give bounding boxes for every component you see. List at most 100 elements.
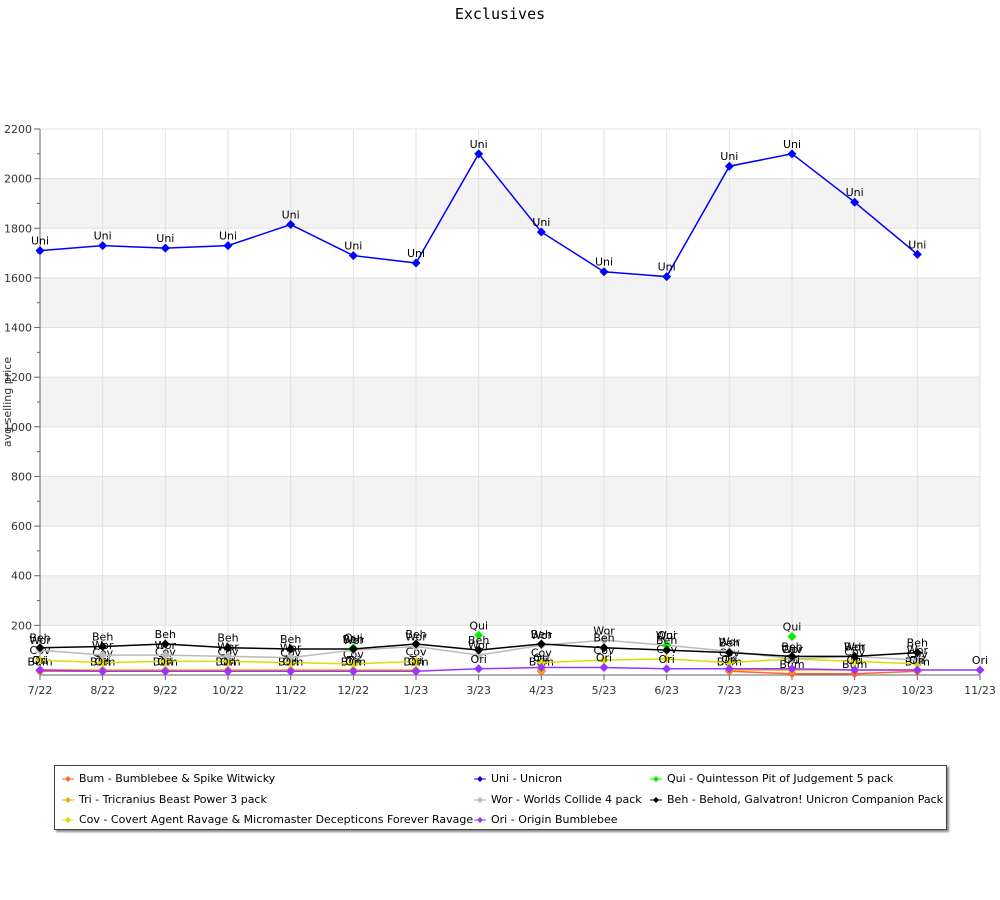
data-label: Wor [719,635,741,648]
data-label: Uni [94,230,112,243]
legend-item-cov[interactable]: Cov - Covert Agent Ravage & Micromaster … [61,812,473,828]
grid-band [40,575,980,626]
data-point [536,663,546,673]
legend-item-bum[interactable]: Bum - Bumblebee & Spike Witwicky [61,771,275,787]
legend-item-qui[interactable]: Qui - Quintesson Pit of Judgement 5 pack [649,771,893,787]
x-tick-label: 6/23 [654,684,679,697]
data-label: Ori [408,655,424,668]
legend-label: Qui - Quintesson Pit of Judgement 5 pack [667,772,894,785]
data-point [724,161,734,171]
data-label: Cov [531,647,552,660]
legend-item-wor[interactable]: Wor - Worlds Collide 4 pack [473,792,642,808]
data-label: Beh [280,633,301,646]
legend-swatch-marker [65,796,71,803]
y-tick-label: 600 [11,520,32,533]
data-point [223,656,233,666]
legend-item-beh[interactable]: Beh - Behold, Galvatron! Unicron Compani… [649,792,943,808]
chart-title: Exclusives [455,5,545,23]
data-label: Ori [909,654,925,667]
legend-item-ori[interactable]: Ori - Origin Bumblebee [473,812,618,828]
legend-item-tri[interactable]: Tri - Tricranius Beast Power 3 pack [61,792,267,808]
data-label: Ori [220,655,236,668]
data-label: Beh [593,632,614,645]
data-point [35,246,45,256]
data-point [286,220,296,230]
data-label: Beh [29,632,50,645]
data-label: Qui [657,629,676,642]
data-point [662,654,672,664]
series-group: BumBumBumBumBumBumBumBumBumBumBumBumTriT… [27,138,988,679]
data-label: Uni [156,232,174,245]
data-label: Beh [155,628,176,641]
data-point [286,644,296,654]
legend-item-uni[interactable]: Uni - Unicron [473,771,562,787]
grid-lines [39,128,981,675]
data-label: Ori [95,655,111,668]
data-label: Ori [345,655,361,668]
data-point [160,243,170,253]
x-tick-label: 4/23 [529,684,554,697]
data-point [474,149,484,159]
data-label: Beh [92,630,113,643]
legend-swatch [62,817,74,823]
plot-bands [40,178,980,626]
data-point [850,197,860,207]
x-tick-label: 10/23 [901,684,933,697]
legend-swatch-marker [65,817,71,823]
data-point [160,656,170,666]
data-label: Wor [405,630,427,643]
legend-swatch-marker [653,796,659,803]
data-label: Beh [656,634,677,647]
data-label: Uni [219,230,237,243]
data-point [474,630,484,640]
data-point [599,655,609,665]
data-point [912,665,922,675]
data-label: Cov [782,643,803,656]
x-tick-label: 8/23 [780,684,805,697]
data-label: Uni [658,261,676,274]
data-point [662,640,672,650]
legend-swatch-marker [477,776,483,782]
data-label: Beh [217,632,238,645]
data-label: Ori [533,652,549,665]
data-point [662,272,672,282]
data-label: Wor [844,640,866,653]
data-label: Cov [844,645,865,658]
data-point [536,658,546,668]
data-label: Beh [844,640,865,653]
data-label: Uni [532,216,550,229]
data-label: Qui [344,632,363,645]
data-point [411,666,421,676]
x-tick-label: 9/22 [153,684,178,697]
data-point [98,641,108,651]
data-point [912,249,922,259]
data-point [599,663,609,673]
data-point [912,655,922,665]
data-point [787,664,797,674]
data-point [850,651,860,661]
data-label: Uni [344,240,362,253]
x-tick-label: 12/22 [337,684,369,697]
data-label: Wor [343,634,365,647]
data-label: Uni [470,138,488,151]
legend-label: Bum - Bumblebee & Spike Witwicky [79,772,276,785]
data-point [787,632,797,642]
data-label: Qui [783,621,802,634]
grid-band [40,178,980,229]
data-label: Wor [531,629,553,642]
x-tick-label: 11/23 [964,684,996,697]
data-point [724,658,734,668]
data-label: Beh [405,628,426,641]
data-point [411,656,421,666]
x-tick-label: 10/22 [212,684,244,697]
data-label: Uni [282,209,300,222]
series-line [729,670,918,675]
grid-band [40,277,980,328]
x-tick-label: 7/23 [717,684,742,697]
data-label: Uni [720,150,738,163]
data-point [599,267,609,277]
data-point [536,227,546,237]
data-point [35,655,45,665]
data-label: Uni [908,238,926,251]
